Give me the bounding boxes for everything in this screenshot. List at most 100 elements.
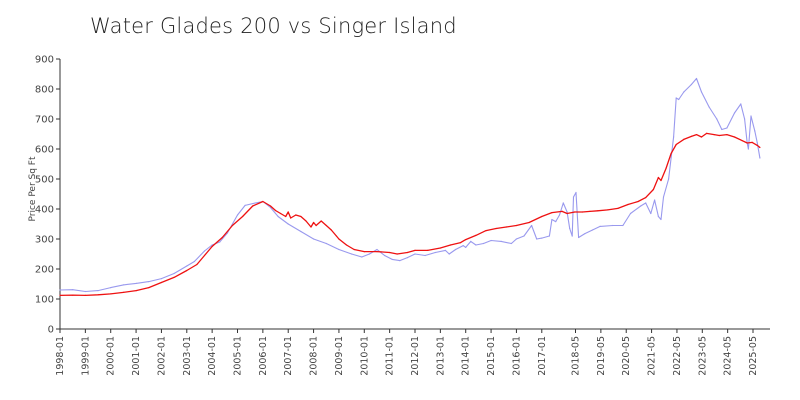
- y-tick-label: 400: [35, 205, 54, 216]
- data-point-water-glades-200: [754, 130, 756, 132]
- data-point-water-glades-200: [668, 178, 670, 180]
- data-point-water-glades-200: [541, 237, 543, 239]
- data-point-water-glades-200: [376, 248, 378, 251]
- data-point-water-glades-200: [500, 240, 502, 242]
- data-point-singer-island: [376, 251, 378, 253]
- data-point-water-glades-200: [571, 235, 573, 237]
- data-point-singer-island: [203, 254, 206, 257]
- x-tick-label: 2021-05: [647, 336, 658, 376]
- data-point-water-glades-200: [756, 142, 758, 144]
- data-point-water-glades-200: [219, 241, 221, 243]
- data-point-singer-island: [221, 236, 223, 239]
- data-point-water-glades-200: [629, 212, 632, 215]
- data-point-water-glades-200: [424, 254, 426, 257]
- data-point-singer-island: [320, 220, 322, 222]
- data-point-water-glades-200: [193, 260, 195, 263]
- data-point-water-glades-200: [72, 289, 74, 291]
- data-point-water-glades-200: [660, 218, 662, 221]
- data-point-water-glades-200: [673, 136, 675, 138]
- data-point-singer-island: [287, 211, 289, 213]
- data-point-singer-island: [262, 200, 264, 203]
- data-point-singer-island: [363, 251, 365, 253]
- data-point-singer-island: [657, 176, 660, 179]
- data-point-singer-island: [122, 291, 124, 293]
- data-point-water-glades-200: [391, 258, 393, 260]
- data-point-water-glades-200: [211, 244, 213, 246]
- data-point-water-glades-200: [203, 250, 206, 252]
- x-tick-label: 2017-01: [537, 336, 548, 376]
- data-point-singer-island: [414, 249, 416, 251]
- data-point-water-glades-200: [612, 224, 614, 227]
- data-point-singer-island: [186, 269, 188, 272]
- data-point-water-glades-200: [361, 256, 363, 258]
- data-point-water-glades-200: [721, 128, 723, 131]
- data-point-singer-island: [148, 287, 150, 289]
- data-point-singer-island: [706, 132, 708, 134]
- data-point-water-glades-200: [173, 272, 175, 275]
- data-point-water-glades-200: [733, 112, 736, 114]
- data-point-water-glades-200: [236, 214, 239, 216]
- data-point-water-glades-200: [510, 242, 512, 245]
- data-point-singer-island: [675, 143, 677, 146]
- data-point-singer-island: [485, 230, 487, 232]
- data-point-water-glades-200: [578, 236, 580, 239]
- data-point-water-glades-200: [566, 211, 568, 213]
- y-tick-label: 600: [35, 145, 54, 156]
- data-point-water-glades-200: [678, 98, 680, 101]
- data-point-singer-island: [353, 248, 355, 251]
- x-tick-label: 2012-01: [410, 336, 421, 376]
- data-point-water-glades-200: [254, 202, 256, 204]
- data-point-singer-island: [683, 138, 685, 140]
- data-point-singer-island: [305, 220, 307, 222]
- data-point-singer-island: [645, 197, 647, 199]
- x-tick-label: 2001-01: [131, 336, 142, 376]
- data-point-singer-island: [670, 152, 672, 155]
- data-point-singer-island: [597, 210, 599, 212]
- data-point-singer-island: [135, 290, 137, 292]
- data-point-singer-island: [300, 215, 302, 218]
- data-point-singer-island: [295, 214, 297, 216]
- data-point-water-glades-200: [569, 227, 571, 230]
- data-point-singer-island: [173, 276, 175, 278]
- data-point-singer-island: [84, 294, 86, 296]
- data-point-water-glades-200: [531, 224, 533, 227]
- data-point-water-glades-200: [490, 239, 492, 242]
- x-tick-label: 2022-05: [672, 336, 683, 376]
- x-tick-label: 2013-01: [435, 336, 446, 376]
- y-tick-label: 100: [35, 295, 54, 306]
- data-point-water-glades-200: [287, 223, 289, 225]
- data-point-water-glades-200: [269, 206, 272, 209]
- data-point-singer-island: [475, 234, 477, 236]
- data-point-singer-island: [713, 134, 715, 136]
- x-tick-label: 2020-05: [621, 336, 632, 376]
- data-point-water-glades-200: [662, 196, 665, 198]
- data-point-water-glades-200: [414, 253, 416, 255]
- data-point-singer-island: [72, 294, 74, 296]
- y-tick-label: 300: [35, 235, 54, 246]
- data-point-water-glades-200: [244, 204, 246, 206]
- data-point-singer-island: [505, 226, 507, 228]
- data-point-water-glades-200: [399, 260, 401, 262]
- data-point-singer-island: [211, 245, 213, 248]
- data-point-water-glades-200: [455, 248, 457, 251]
- x-tick-label: 2002-01: [156, 336, 167, 376]
- series-singer-island: [59, 132, 761, 297]
- data-point-singer-island: [406, 251, 408, 254]
- data-point-water-glades-200: [572, 196, 575, 198]
- data-point-singer-island: [495, 227, 497, 230]
- data-point-water-glades-200: [700, 91, 703, 93]
- data-point-singer-island: [310, 226, 312, 228]
- x-tick-label: 2010-01: [359, 336, 370, 376]
- x-tick-label: 2015-01: [486, 336, 497, 376]
- data-point-singer-island: [389, 251, 391, 254]
- data-point-singer-island: [460, 242, 462, 244]
- x-tick-label: 2011-01: [385, 336, 396, 376]
- data-point-singer-island: [59, 294, 61, 296]
- data-point-water-glades-200: [584, 233, 586, 235]
- data-point-water-glades-200: [536, 238, 538, 240]
- data-point-water-glades-200: [84, 290, 86, 293]
- data-point-singer-island: [285, 215, 287, 218]
- data-point-singer-island: [733, 136, 736, 138]
- data-point-water-glades-200: [645, 202, 647, 204]
